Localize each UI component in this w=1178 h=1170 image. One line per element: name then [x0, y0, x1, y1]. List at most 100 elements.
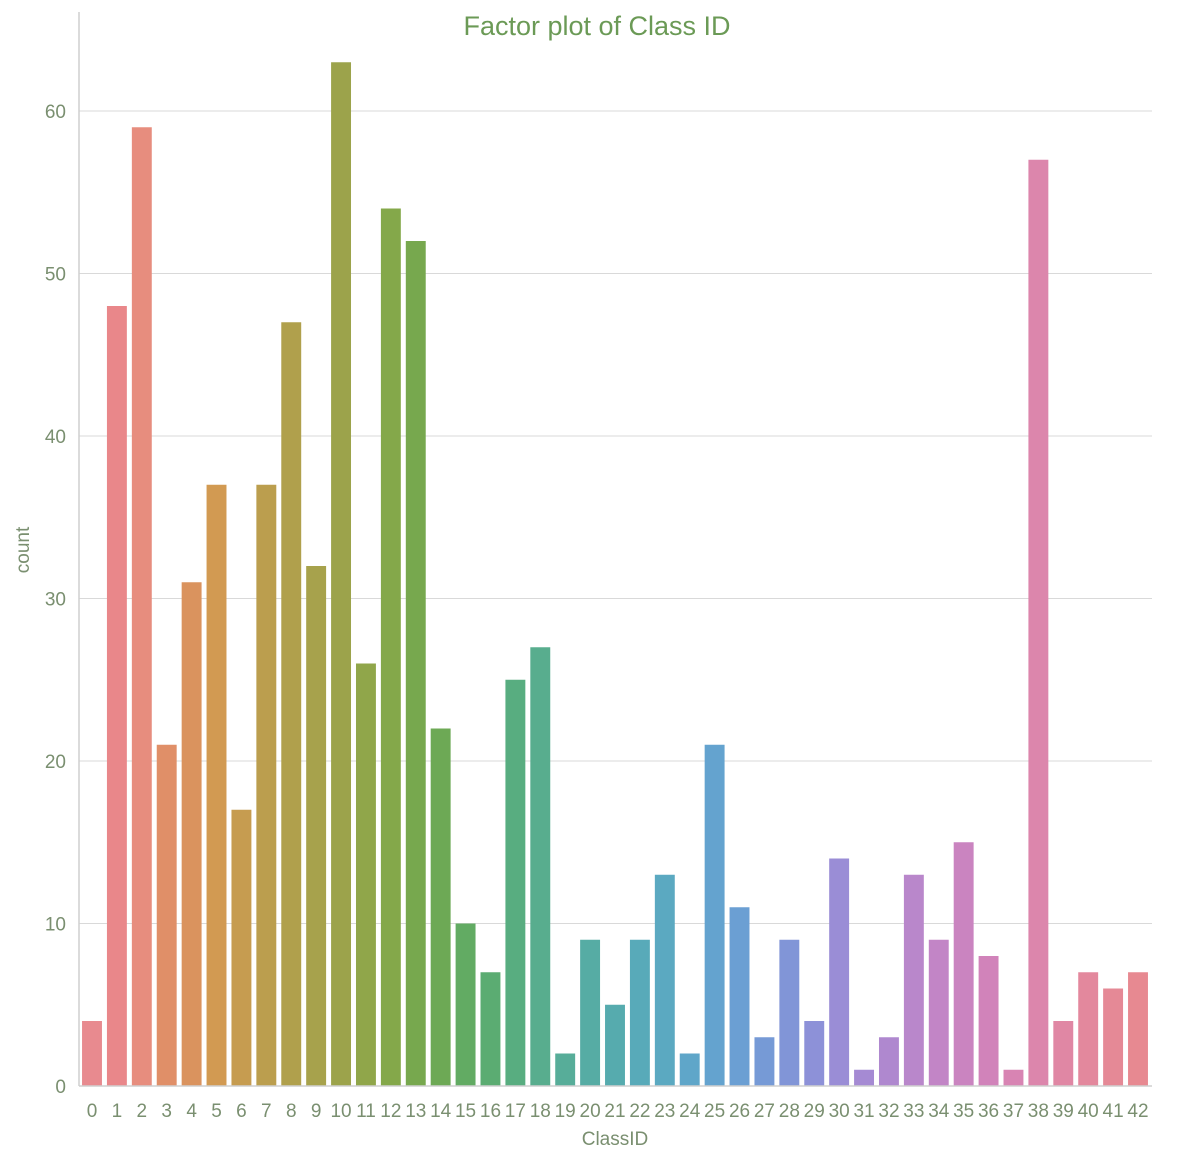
- x-tick-label: 5: [211, 1101, 222, 1122]
- x-tick-label: 1: [112, 1101, 123, 1122]
- y-tick-label: 20: [45, 752, 66, 773]
- bar-class-2: [131, 127, 152, 1086]
- bar-class-7: [256, 484, 277, 1086]
- bar-class-15: [455, 923, 476, 1086]
- x-tick-label: 25: [704, 1101, 725, 1122]
- x-tick-label: 26: [729, 1101, 750, 1122]
- x-tick-label: 18: [530, 1101, 551, 1122]
- bar-class-16: [480, 972, 501, 1086]
- bar-class-26: [729, 907, 750, 1086]
- x-tick-label: 8: [286, 1101, 297, 1122]
- bar-class-0: [82, 1021, 102, 1086]
- bar-class-18: [530, 647, 551, 1086]
- bar-class-1: [106, 306, 127, 1086]
- bar-class-29: [804, 1021, 825, 1086]
- bar-class-40: [1078, 972, 1099, 1086]
- bar-class-30: [829, 858, 850, 1086]
- bar-class-31: [854, 1069, 875, 1086]
- x-tick-label: 15: [455, 1101, 476, 1122]
- y-tick-label: 10: [45, 915, 66, 936]
- x-axis-label: ClassID: [582, 1129, 649, 1150]
- bar-class-33: [903, 874, 924, 1086]
- x-tick-label: 7: [261, 1101, 272, 1122]
- x-tick-label: 41: [1103, 1101, 1124, 1122]
- chart-title: Factor plot of Class ID: [463, 11, 730, 41]
- x-tick-label: 38: [1028, 1101, 1049, 1122]
- x-tick-label: 37: [1003, 1101, 1024, 1122]
- x-tick-label: 21: [604, 1101, 625, 1122]
- bar-class-5: [206, 484, 227, 1086]
- bar-class-10: [331, 62, 352, 1086]
- x-tick-label: 29: [804, 1101, 825, 1122]
- x-tick-label: 3: [161, 1101, 172, 1122]
- x-tick-labels: 0 1 2 3 4 5 6 7 8 9 10 11 12 13 14 15 16 17 18 19 20 21 22 23 24…: [87, 1101, 1149, 1122]
- x-tick-label: 33: [903, 1101, 924, 1122]
- x-tick-label: 39: [1053, 1101, 1074, 1122]
- y-tick-label: 0: [55, 1077, 66, 1098]
- bar-class-42: [1128, 972, 1148, 1086]
- x-tick-label: 10: [330, 1101, 351, 1122]
- bar-class-13: [405, 241, 426, 1086]
- x-tick-label: 32: [878, 1101, 899, 1122]
- bar-class-14: [430, 728, 451, 1086]
- x-tick-label: 4: [186, 1101, 197, 1122]
- bar-class-9: [306, 566, 327, 1086]
- x-tick-label: 36: [978, 1101, 999, 1122]
- bar-class-34: [928, 939, 949, 1086]
- bar-class-22: [629, 939, 650, 1086]
- x-tick-label: 20: [580, 1101, 601, 1122]
- bar-class-24: [679, 1053, 700, 1086]
- bar-class-20: [580, 939, 601, 1086]
- x-tick-label: 2: [137, 1101, 148, 1122]
- bar-class-21: [605, 1004, 625, 1086]
- x-tick-label: 42: [1127, 1101, 1148, 1122]
- bar-class-37: [1003, 1069, 1024, 1086]
- bar-class-25: [704, 744, 725, 1086]
- bar-class-23: [654, 874, 675, 1086]
- x-tick-label: 6: [236, 1101, 247, 1122]
- y-tick-labels: 0 10 20 30 40 50 60: [45, 102, 66, 1098]
- bar-class-28: [779, 939, 800, 1086]
- x-tick-label: 31: [853, 1101, 874, 1122]
- y-tick-label: 40: [45, 427, 66, 448]
- y-tick-label: 30: [45, 590, 66, 611]
- gridlines: [79, 110, 1152, 924]
- bar-class-3: [156, 744, 177, 1086]
- bar-class-36: [978, 956, 999, 1086]
- x-tick-label: 23: [654, 1101, 675, 1122]
- x-tick-label: 11: [356, 1101, 376, 1122]
- y-axis-label: count: [13, 526, 34, 573]
- bar-class-32: [878, 1037, 899, 1086]
- bars: [82, 62, 1148, 1086]
- bar-class-12: [380, 208, 401, 1086]
- bar-class-38: [1028, 159, 1049, 1086]
- x-tick-label: 0: [87, 1101, 98, 1122]
- x-tick-label: 34: [928, 1101, 950, 1122]
- x-tick-label: 27: [754, 1101, 775, 1122]
- y-tick-label: 50: [45, 265, 66, 286]
- x-tick-label: 13: [405, 1101, 426, 1122]
- x-tick-label: 12: [380, 1101, 401, 1122]
- bar-class-17: [505, 679, 526, 1086]
- bar-class-35: [953, 842, 974, 1086]
- x-tick-label: 40: [1078, 1101, 1099, 1122]
- bar-class-19: [555, 1053, 576, 1086]
- x-tick-label: 19: [555, 1101, 576, 1122]
- bar-class-4: [181, 582, 202, 1086]
- bar-class-39: [1053, 1021, 1074, 1086]
- x-tick-label: 9: [311, 1101, 322, 1122]
- x-tick-label: 22: [629, 1101, 650, 1122]
- bar-class-11: [355, 663, 376, 1086]
- y-tick-label: 60: [45, 102, 66, 123]
- x-tick-label: 28: [779, 1101, 800, 1122]
- bar-class-8: [281, 322, 302, 1086]
- x-tick-label: 14: [430, 1101, 452, 1122]
- bar-class-27: [754, 1037, 775, 1086]
- x-tick-label: 30: [829, 1101, 850, 1122]
- x-tick-label: 16: [480, 1101, 501, 1122]
- x-tick-label: 35: [953, 1101, 974, 1122]
- bar-class-41: [1103, 988, 1124, 1086]
- bar-class-6: [231, 809, 252, 1086]
- x-tick-label: 17: [505, 1101, 526, 1122]
